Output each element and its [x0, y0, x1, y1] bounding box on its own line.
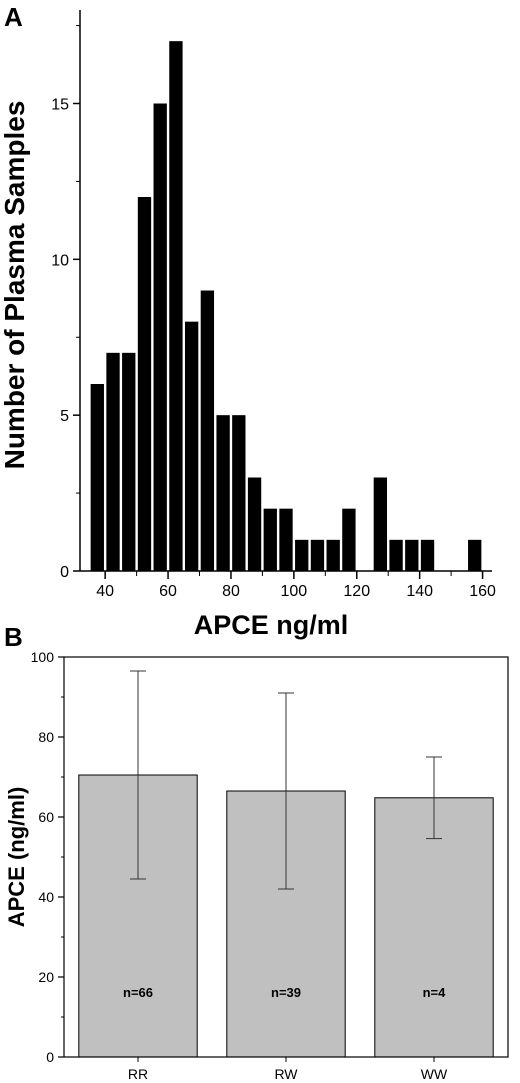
y-tick-label: 40 — [38, 889, 54, 905]
histogram-bar — [153, 103, 167, 571]
x-tick-label: 60 — [159, 583, 177, 600]
x-tick-label: 120 — [343, 583, 370, 600]
sample-size-label: n=4 — [423, 985, 447, 1000]
y-tick-label: 80 — [38, 729, 54, 745]
x-tick-label: 140 — [406, 583, 433, 600]
y-tick-label: 10 — [51, 252, 69, 269]
histogram-bar — [389, 539, 403, 571]
panel-a-histogram: A 0 5 10 15 40 60 80 100 120 140 160 Number of Pla… — [0, 2, 496, 640]
histogram-bar — [122, 352, 136, 571]
histogram-bar — [420, 539, 435, 571]
bar-ww — [374, 797, 494, 1058]
panel-a-y-axis-title: Number of Plasma Samples — [0, 101, 30, 470]
histogram-bar — [216, 415, 230, 571]
y-tick-label: 60 — [38, 809, 54, 825]
histogram-bar — [468, 539, 482, 571]
sample-size-label: n=39 — [271, 985, 301, 1000]
panel-a-axes: 0 5 10 15 40 60 80 100 120 140 160 — [51, 10, 496, 600]
histogram-bar — [90, 384, 104, 571]
histogram-bar — [169, 41, 183, 571]
panel-b-bars: n=66 n=39 n=4 — [78, 670, 494, 1058]
histogram-bar — [247, 477, 262, 571]
histogram-bar — [184, 321, 199, 571]
histogram-bar — [326, 539, 340, 571]
histogram-bar — [279, 508, 293, 571]
histogram-bar — [106, 352, 120, 571]
category-label: RW — [274, 1066, 298, 1082]
histogram-bar — [373, 477, 388, 571]
histogram-bar — [200, 290, 215, 571]
panel-a-x-axis-title: APCE ng/ml — [194, 610, 349, 640]
histogram-bar — [232, 415, 246, 571]
category-label: RR — [128, 1066, 148, 1082]
y-tick-label: 15 — [51, 97, 69, 114]
panel-a-bars — [90, 41, 482, 571]
panel-a-letter: A — [4, 2, 23, 32]
histogram-bar — [310, 539, 325, 571]
y-tick-label: 0 — [46, 1049, 54, 1065]
panel-b-bar-chart: B n=66 n=39 n=4 RR RW WW 0 20 40 60 80 100 APCE (n… — [4, 622, 509, 1082]
histogram-bar — [342, 508, 356, 571]
x-tick-label: 100 — [281, 583, 308, 600]
histogram-bar — [405, 539, 419, 571]
x-tick-label: 160 — [469, 583, 496, 600]
y-tick-label: 0 — [60, 564, 69, 581]
panel-b-axes: RR RW WW 0 20 40 60 80 100 — [31, 649, 509, 1082]
sample-size-label: n=66 — [123, 985, 153, 1000]
histogram-bar — [263, 508, 277, 571]
panel-b-y-axis-title: APCE (ng/ml) — [4, 787, 29, 928]
y-tick-label: 100 — [31, 649, 55, 665]
category-label: WW — [421, 1066, 448, 1082]
y-tick-label: 5 — [60, 408, 69, 425]
histogram-bar — [137, 197, 152, 571]
panel-b-letter: B — [4, 622, 23, 652]
y-tick-label: 20 — [38, 969, 54, 985]
x-tick-label: 80 — [222, 583, 240, 600]
histogram-bar — [295, 539, 309, 571]
x-tick-label: 40 — [96, 583, 114, 600]
